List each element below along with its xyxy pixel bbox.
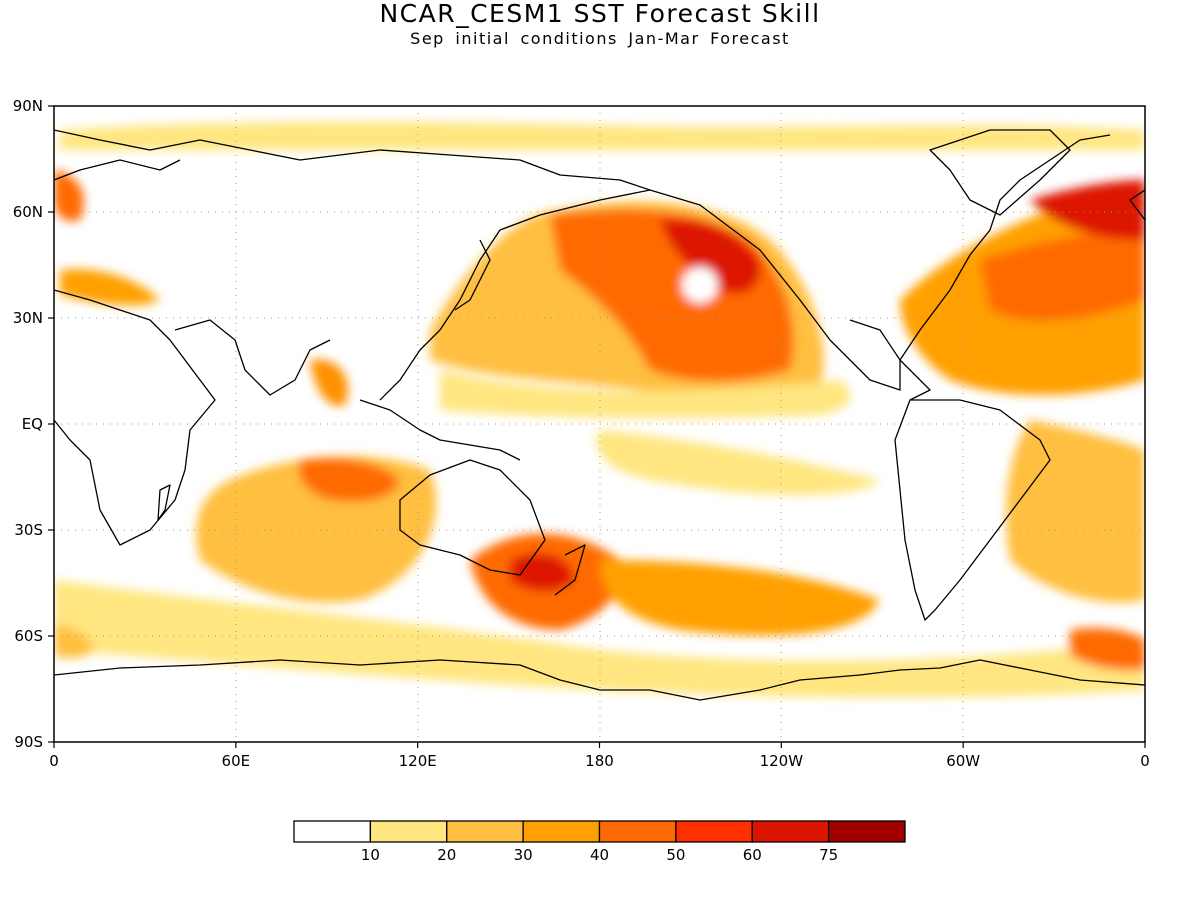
skill-region-mediterranean	[60, 269, 160, 306]
longitude-tick-labels: 0 60E 120E 180 120W 60W 0	[49, 752, 1150, 770]
lon-tick-label: 0	[49, 752, 59, 770]
colorbar-label: 20	[437, 846, 456, 864]
skill-region-south-pacific-band	[596, 430, 880, 495]
skill-region-southern-indian-core	[299, 458, 400, 502]
coastline-east-asia	[379, 189, 651, 401]
coastlines	[54, 129, 1145, 701]
colorbar-swatch	[293, 820, 372, 843]
skill-region-southern-ocean-east	[1070, 628, 1145, 671]
lat-tick-label: 60N	[13, 203, 43, 221]
lon-tick-label: 60W	[946, 752, 980, 770]
colorbar-label: 40	[590, 846, 609, 864]
coastline-central-america	[849, 319, 931, 401]
skill-region-north-atlantic-core	[980, 230, 1145, 321]
skill-region-south-pacific-band-2	[600, 560, 880, 636]
colorbar-label: 60	[743, 846, 762, 864]
coastline-africa	[54, 289, 216, 546]
lon-tick-label: 180	[585, 752, 614, 770]
lat-tick-label: 30S	[14, 521, 43, 539]
skill-region-subpolar-north-atlantic	[1030, 180, 1145, 240]
colorbar-label: 50	[666, 846, 685, 864]
map-title: NCAR_CESM1 SST Forecast Skill	[379, 0, 821, 28]
colorbar	[293, 820, 906, 843]
skill-region-southern-ocean-west	[54, 625, 95, 659]
skill-region-north-sea	[54, 170, 84, 222]
coastline-southeast-asia-islands	[359, 399, 521, 461]
lat-tick-label: EQ	[22, 415, 43, 433]
coastline-south-america	[894, 399, 1051, 621]
coastline-new-zealand	[554, 544, 586, 596]
axis-tick-marks	[48, 105, 1146, 748]
skill-region-pacific-hole	[682, 267, 718, 303]
skill-region-southern-ocean	[54, 580, 1145, 698]
coastline-arabia-india	[174, 319, 331, 396]
lon-tick-label: 60E	[222, 752, 251, 770]
colorbar-labels: 10 20 30 40 50 60 75	[361, 846, 838, 864]
skill-field	[54, 121, 1145, 698]
colorbar-swatch	[675, 820, 753, 843]
coastline-australia	[399, 459, 546, 576]
coastline-greenland	[929, 129, 1071, 216]
lat-tick-label: 90S	[14, 733, 43, 751]
colorbar-label: 30	[514, 846, 533, 864]
coastline-antarctica	[54, 659, 1145, 701]
skill-region-south-atlantic	[1006, 420, 1145, 603]
lat-tick-label: 60S	[14, 627, 43, 645]
latitude-tick-labels: 90N 60N 30N EQ 30S 60S 90S	[13, 97, 43, 751]
skill-region-arctic-band	[60, 121, 1145, 150]
coastline-madagascar	[157, 484, 171, 521]
colorbar-swatch	[598, 820, 677, 843]
map-subtitle: Sep initial conditions Jan-Mar Forecast	[410, 29, 790, 48]
colorbar-swatch	[827, 820, 906, 843]
lon-tick-label: 120W	[760, 752, 804, 770]
lat-tick-label: 90N	[13, 97, 43, 115]
colorbar-swatch	[751, 820, 830, 843]
colorbar-swatch	[446, 820, 524, 843]
colorbar-swatch	[522, 820, 601, 843]
colorbar-swatch	[369, 820, 448, 843]
skill-region-north-tropical-pacific	[440, 370, 851, 419]
colorbar-label: 10	[361, 846, 380, 864]
skill-region-new-zealand-core	[510, 552, 575, 592]
coastline-europe	[54, 159, 1145, 221]
skill-region-bay-of-bengal	[310, 359, 349, 406]
coastline-eurasia-north	[54, 129, 651, 191]
lon-tick-label: 120E	[399, 752, 437, 770]
skill-region-gulf-of-alaska	[660, 219, 761, 294]
map-gridlines	[54, 106, 1145, 742]
lon-tick-label: 0	[1140, 752, 1150, 770]
coastline-japan	[454, 239, 491, 311]
colorbar-label: 75	[819, 846, 838, 864]
lat-tick-label: 30N	[13, 309, 43, 327]
